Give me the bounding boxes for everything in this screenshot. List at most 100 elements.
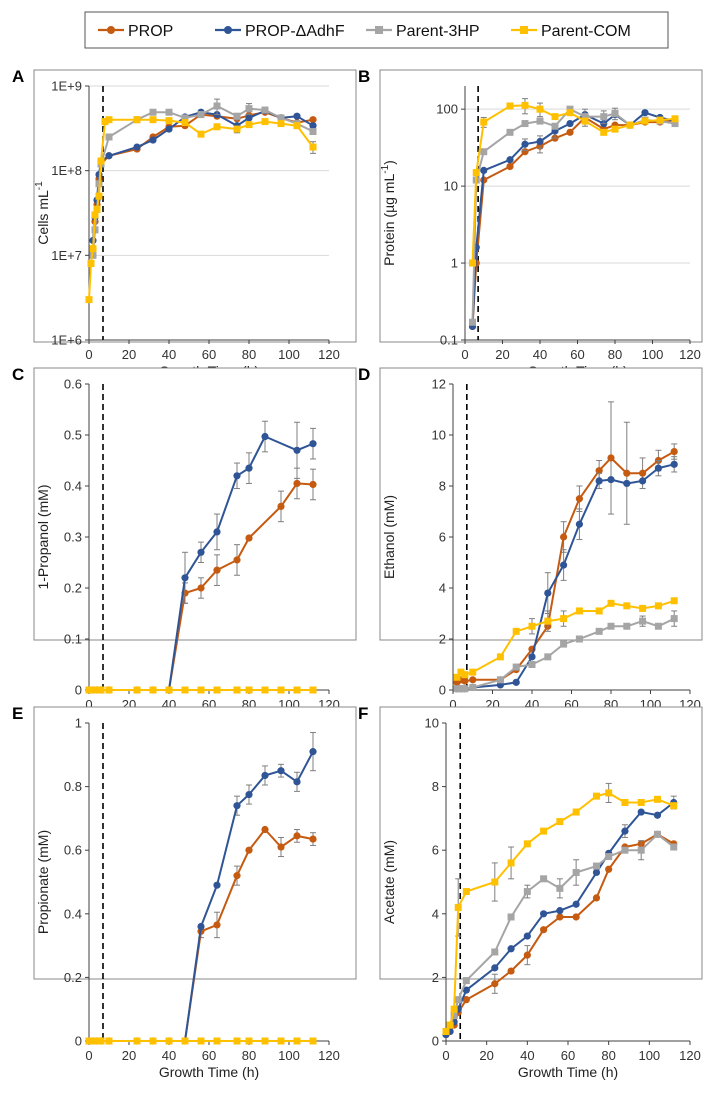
data-point xyxy=(670,447,678,456)
data-point xyxy=(581,113,589,121)
data-point xyxy=(85,296,93,304)
x-tick-label: 0 xyxy=(449,697,456,712)
data-point xyxy=(670,615,678,623)
legend-marker-prop-dadhf xyxy=(224,26,232,34)
data-point xyxy=(512,663,520,671)
data-point xyxy=(566,119,574,128)
data-point xyxy=(165,686,173,694)
data-point xyxy=(523,840,531,848)
series-parent-com xyxy=(453,597,678,681)
data-point xyxy=(213,1037,221,1045)
x-tick-label: 20 xyxy=(122,347,136,362)
data-point xyxy=(101,118,109,126)
data-point xyxy=(245,686,253,694)
data-point xyxy=(233,472,241,480)
data-point xyxy=(293,112,301,120)
data-point xyxy=(507,859,515,867)
y-tick-label: 1 xyxy=(75,716,82,731)
series-parent-com xyxy=(85,1037,317,1045)
y-tick-label: 1E+6 xyxy=(51,333,82,348)
data-point xyxy=(213,123,221,131)
data-point xyxy=(523,951,531,959)
x-tick-label: 20 xyxy=(479,1048,493,1063)
data-point xyxy=(309,440,317,448)
data-point xyxy=(454,996,462,1004)
series-parent-3hp xyxy=(442,830,678,1035)
data-point xyxy=(293,479,301,488)
x-tick-label: 60 xyxy=(202,347,216,362)
data-point xyxy=(523,888,531,896)
data-point xyxy=(623,622,631,630)
y-axis-label: Ethanol (mM) xyxy=(381,495,397,579)
data-point xyxy=(670,802,678,810)
panel-letter: E xyxy=(12,704,23,723)
data-point xyxy=(670,843,678,851)
data-point xyxy=(165,125,173,133)
x-tick-label: 120 xyxy=(318,1048,340,1063)
data-point xyxy=(623,479,631,488)
data-point xyxy=(480,148,488,156)
data-point xyxy=(600,128,608,136)
x-tick-label: 120 xyxy=(318,347,340,362)
data-point xyxy=(523,932,531,940)
data-point xyxy=(560,640,568,648)
y-tick-label: 12 xyxy=(432,377,446,392)
data-point xyxy=(105,133,113,141)
data-point xyxy=(544,589,552,597)
data-point xyxy=(572,913,580,921)
y-tick-label: 0.6 xyxy=(64,377,82,392)
data-point xyxy=(491,948,499,956)
data-point xyxy=(641,109,649,117)
data-point xyxy=(233,1037,241,1045)
data-point xyxy=(581,117,589,125)
data-point xyxy=(491,878,499,886)
data-point xyxy=(639,617,647,625)
y-tick-label: 0.5 xyxy=(64,428,82,443)
data-point xyxy=(261,106,269,114)
data-point xyxy=(653,795,661,803)
x-tick-label: 0 xyxy=(85,347,92,362)
y-axis-label-main: Protein (µg mL xyxy=(381,174,397,266)
data-point xyxy=(521,140,529,148)
y-tick-label: 0.2 xyxy=(64,970,82,985)
panel-b: B0.1110100020406080100120Growth Time (h)… xyxy=(358,67,703,379)
data-point xyxy=(149,108,157,116)
data-point xyxy=(453,673,461,681)
data-point xyxy=(309,122,317,130)
data-point xyxy=(293,1037,301,1045)
data-point xyxy=(233,112,241,120)
x-tick-label: 40 xyxy=(162,347,176,362)
y-axis-label-superscript: -1 xyxy=(34,181,45,190)
data-point xyxy=(133,686,141,694)
data-point xyxy=(293,122,301,130)
y-tick-label: 8 xyxy=(439,479,446,494)
x-tick-label: 100 xyxy=(642,347,664,362)
y-axis-label-end: ) xyxy=(381,160,397,165)
y-axis-label: Cells mL-1 xyxy=(34,181,51,245)
data-point xyxy=(480,118,488,126)
y-tick-label: 10 xyxy=(432,428,446,443)
x-axis-label: Growth Time (h) xyxy=(518,1064,618,1080)
data-point xyxy=(213,528,221,536)
data-point xyxy=(605,865,613,873)
y-axis-label-main: Cells mL xyxy=(35,190,51,245)
data-point xyxy=(637,808,645,816)
data-point xyxy=(595,477,603,485)
y-tick-label: 1E+9 xyxy=(51,79,82,94)
y-tick-label: 1E+7 xyxy=(51,248,82,263)
series-parent-3hp xyxy=(453,610,678,693)
y-axis-label: Protein (µg mL-1) xyxy=(380,160,397,266)
data-point xyxy=(245,114,253,122)
data-point xyxy=(97,686,105,694)
data-point xyxy=(556,818,564,826)
data-point xyxy=(149,136,157,144)
data-point xyxy=(261,686,269,694)
data-point xyxy=(245,846,253,854)
y-axis-label-main: Propionate (mM) xyxy=(35,830,51,934)
panel-frame xyxy=(33,706,357,980)
x-tick-label: 20 xyxy=(122,1048,136,1063)
data-point xyxy=(623,602,631,610)
data-point xyxy=(653,830,661,838)
data-point xyxy=(521,101,529,109)
legend: PROP PROP-ΔAdhF Parent-3HP Parent-COM xyxy=(84,11,669,49)
